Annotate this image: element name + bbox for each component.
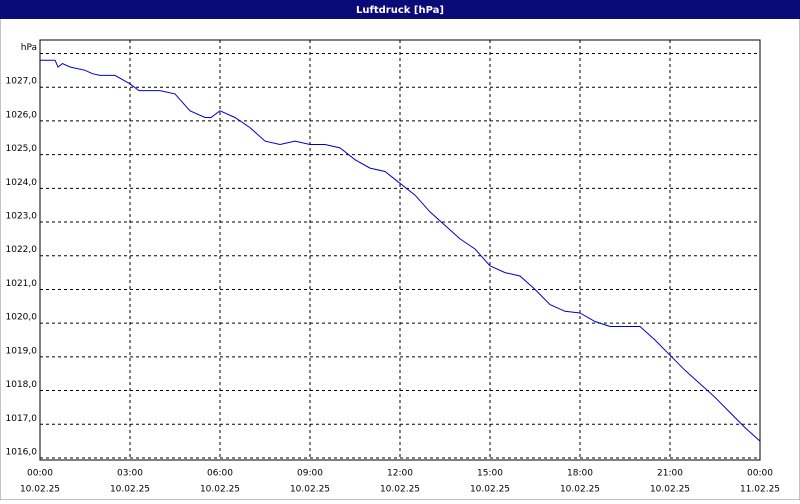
data-line [40, 59, 761, 442]
y-tick-label: 1020,0 [6, 313, 38, 323]
y-tick-label: 1027,0 [6, 77, 38, 87]
x-tick-date: 10.02.25 [380, 485, 420, 495]
y-tick-label: 1023,0 [6, 212, 38, 222]
x-tick-label: 06:00 [207, 469, 233, 479]
x-tick-date: 11.02.25 [740, 485, 780, 495]
y-tick-label: 1019,0 [6, 346, 38, 356]
x-tick-label: 00:00 [27, 469, 53, 479]
x-tick-label: 15:00 [477, 469, 503, 479]
y-tick-label: 1021,0 [6, 279, 38, 289]
y-tick-label: 1026,0 [6, 110, 38, 120]
x-tick-date: 10.02.25 [470, 485, 510, 495]
x-tick-label: 18:00 [567, 469, 593, 479]
title-bar [0, 0, 800, 19]
y-tick-label: 1025,0 [6, 144, 38, 154]
y-tick-label: 1017,0 [6, 414, 38, 424]
y-tick-label: 1018,0 [6, 380, 38, 390]
x-tick-date: 10.02.25 [110, 485, 150, 495]
x-tick-date: 10.02.25 [290, 485, 330, 495]
x-tick-label: 09:00 [297, 469, 323, 479]
x-tick-label: 00:00 [747, 469, 773, 479]
x-tick-label: 03:00 [117, 469, 143, 479]
y-tick-label: 1024,0 [6, 178, 38, 188]
x-tick-date: 10.02.25 [650, 485, 690, 495]
x-tick-date: 10.02.25 [20, 485, 60, 495]
chart-title: Luftdruck [hPa] [356, 5, 444, 16]
x-tick-label: 12:00 [387, 469, 413, 479]
y-tick-label: 1022,0 [6, 245, 38, 255]
y-tick-label: 1016,0 [6, 447, 38, 457]
x-tick-date: 10.02.25 [560, 485, 600, 495]
y-tick-label: hPa [21, 43, 37, 53]
x-tick-date: 10.02.25 [200, 485, 240, 495]
x-tick-label: 21:00 [657, 469, 683, 479]
